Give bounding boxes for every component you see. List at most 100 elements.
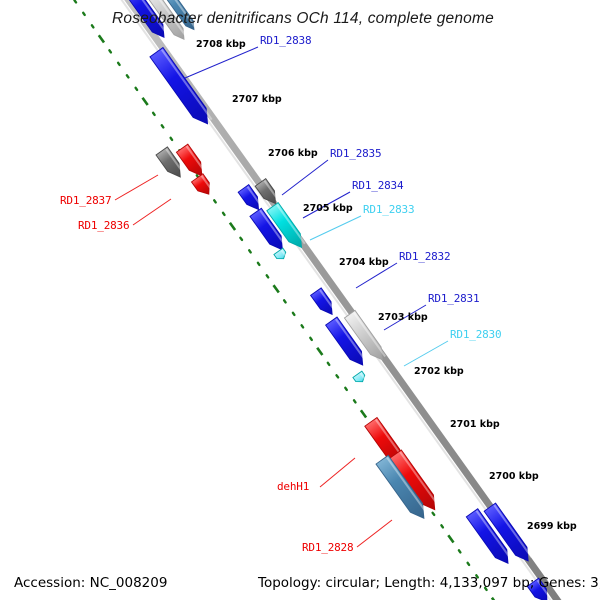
ruler-minor-tick: [265, 274, 270, 279]
ruler-minor-tick: [483, 586, 488, 592]
ruler-minor-tick: [352, 399, 357, 404]
gene-label-rd1_2834[interactable]: RD1_2834: [352, 179, 404, 192]
gene-top-steel-1[interactable]: [161, 0, 197, 32]
gene-highlight: [131, 0, 168, 35]
leader-line-rd1_2830: [403, 340, 449, 367]
ruler-minor-tick: [300, 324, 305, 329]
gene-label-rd1_2832[interactable]: RD1_2832: [399, 250, 451, 263]
genome-backbone[interactable]: [96, 0, 600, 600]
ruler-minor-tick: [151, 111, 156, 117]
gene-highlight: [200, 175, 213, 192]
ruler-minor-tick: [256, 261, 261, 267]
gene-feature-layer[interactable]: [122, 0, 553, 600]
ruler-minor-tick: [466, 561, 471, 567]
ruler-minor-tick: [90, 24, 95, 29]
ruler-minor-tick: [212, 199, 217, 204]
ruler-label: 2703 kbp: [378, 312, 428, 323]
gene-label-rd1_2837[interactable]: RD1_2837: [60, 194, 112, 207]
gene-red-lower[interactable]: [388, 449, 441, 514]
gene-highlight: [386, 456, 429, 515]
ruler-minor-tick: [221, 211, 226, 217]
gene-RD1_2833[interactable]: [266, 201, 307, 252]
gene-highlight: [165, 148, 185, 175]
gene-label-rd1_2835[interactable]: RD1_2835: [330, 147, 382, 160]
gene-label-rd1_2836[interactable]: RD1_2836: [78, 219, 130, 232]
gene-RD1_2828[interactable]: [375, 454, 430, 522]
ruler-major-tick: [447, 534, 455, 544]
ruler-label: 2702 kbp: [414, 366, 464, 377]
leader-line-dehh1: [319, 457, 356, 488]
ruler-minor-tick: [134, 86, 139, 92]
gene-red-small[interactable]: [190, 173, 214, 198]
ruler-label: 2704 kbp: [339, 257, 389, 268]
ruler-major-tick: [359, 409, 368, 419]
gene-RD1_2832[interactable]: [309, 287, 338, 318]
gene-highlight: [374, 418, 406, 461]
gene-highlight: [353, 311, 386, 358]
gene-RD1_2834[interactable]: [254, 178, 281, 208]
ruler-minor-tick: [475, 574, 479, 579]
ruler-label: 2707 kbp: [232, 94, 282, 105]
gene-label-rd1_2831[interactable]: RD1_2831: [428, 292, 480, 305]
ruler-minor-tick: [247, 249, 252, 254]
gene-label-rd1_2830[interactable]: RD1_2830: [450, 328, 502, 341]
gene-label-dehh1[interactable]: dehH1: [277, 480, 310, 493]
ruler-major-tick: [272, 284, 280, 294]
gene-blue-2833a[interactable]: [249, 207, 288, 254]
gene-RD1_2835[interactable]: [237, 184, 264, 214]
gene-label-rd1_2828[interactable]: RD1_2828: [302, 541, 354, 554]
gene-RD1_2830[interactable]: [343, 309, 387, 363]
gene-highlight: [259, 209, 287, 247]
gene-blue-br-1[interactable]: [465, 508, 513, 568]
gene-RD1_2837[interactable]: [155, 146, 186, 181]
ruler-major-tick: [316, 346, 324, 356]
gene-RD1_2838[interactable]: [149, 46, 214, 129]
leader-line-rd1_2836: [132, 198, 172, 226]
ruler-minor-tick: [125, 74, 130, 79]
gene-blue-br-3[interactable]: [526, 577, 552, 600]
ruler-major-tick: [490, 596, 496, 600]
gene-top-blue-1[interactable]: [122, 0, 170, 41]
ruler-label: 2708 kbp: [196, 39, 246, 50]
gene-cyan-arrow-1[interactable]: [273, 247, 288, 262]
gene-highlight: [276, 204, 306, 245]
gene-highlight: [150, 0, 187, 38]
gene-highlight: [399, 451, 440, 507]
gene-highlight: [536, 579, 552, 599]
gene-label-rd1_2833[interactable]: RD1_2833: [363, 203, 415, 216]
ruler-major-tick: [141, 96, 149, 106]
leader-line-rd1_2838: [184, 46, 259, 79]
ruler-minor-tick: [326, 361, 331, 367]
ruler-label: 2705 kbp: [303, 203, 353, 214]
gene-highlight: [263, 180, 280, 201]
gene-highlight: [160, 49, 213, 121]
gene-label-rd1_2838[interactable]: RD1_2838: [260, 34, 312, 47]
gene-top-silver-1[interactable]: [142, 0, 189, 42]
ruler-minor-tick: [73, 0, 78, 4]
ruler-label: 2701 kbp: [450, 419, 500, 430]
gene-RD1_2831[interactable]: [324, 316, 369, 369]
ruler-minor-tick: [282, 299, 287, 304]
gene-highlight: [319, 289, 336, 312]
ruler-minor-tick: [108, 49, 113, 54]
gene-cyan-arrow-2[interactable]: [352, 370, 367, 385]
gene-RD1_2836[interactable]: [175, 143, 207, 180]
gene-highlight: [185, 145, 207, 173]
leader-line-rd1_2828: [356, 519, 393, 548]
ruler-minor-tick: [169, 136, 174, 142]
ruler-label: 2700 kbp: [489, 471, 539, 482]
leader-line-rd1_2832: [355, 262, 398, 289]
gene-highlight: [167, 0, 197, 28]
ruler-minor-tick: [291, 311, 296, 317]
ruler-major-tick: [97, 34, 106, 44]
ruler-minor-tick: [344, 386, 348, 392]
ruler-minor-tick: [160, 124, 165, 129]
ruler-label: 2706 kbp: [268, 148, 318, 159]
ruler-label: 2699 kbp: [527, 521, 577, 532]
accession-text: Accession: NC_008209: [14, 575, 168, 591]
gene-blue-br-2[interactable]: [483, 502, 534, 565]
gene-highlight: [246, 186, 263, 207]
genome-stats-text: Topology: circular; Length: 4,133,097 bp…: [258, 575, 600, 591]
